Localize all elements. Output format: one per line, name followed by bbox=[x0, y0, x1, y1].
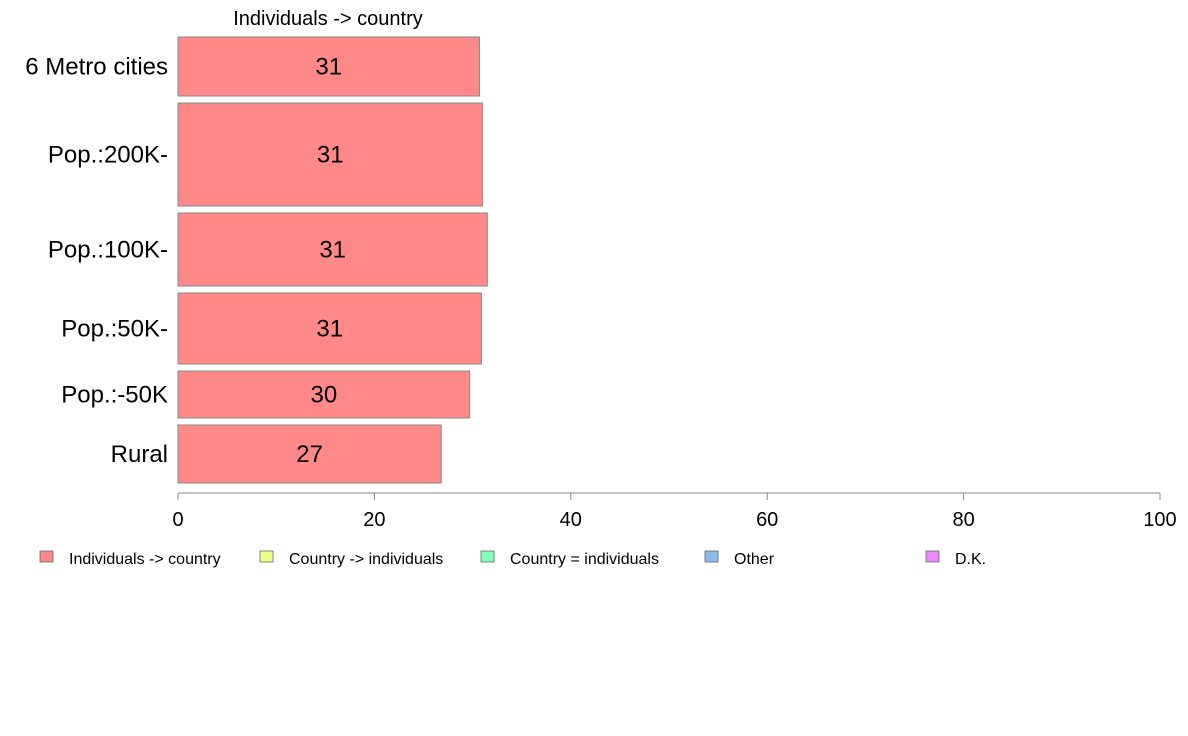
bar bbox=[177, 424, 442, 484]
legend-swatch bbox=[259, 550, 274, 563]
category-label: 6 Metro cities bbox=[25, 54, 168, 81]
value-label: 27 bbox=[296, 441, 323, 468]
legend-label: Country = individuals bbox=[510, 551, 659, 568]
category-label: Rural bbox=[111, 441, 168, 468]
x-axis: 0 20 40 60 80 100 bbox=[172, 492, 1177, 531]
legend-label: Other bbox=[734, 551, 775, 568]
value-label: 31 bbox=[317, 142, 344, 169]
category-label: Pop.:100K- bbox=[48, 237, 168, 264]
legend-label: D.K. bbox=[955, 551, 986, 568]
x-tick-label: 0 bbox=[172, 509, 183, 531]
bar bbox=[177, 36, 480, 97]
x-tick-label: 100 bbox=[1143, 509, 1176, 531]
legend-swatch bbox=[925, 550, 940, 563]
bars-group: 6 Metro cities 31 Pop.:200K- 31 Pop.:100K- 31… bbox=[25, 36, 488, 484]
x-tick-label: 40 bbox=[560, 509, 582, 531]
x-tick-label: 20 bbox=[363, 509, 385, 531]
legend-swatch bbox=[480, 550, 495, 563]
x-tick-label: 60 bbox=[756, 509, 778, 531]
category-label: Pop.:200K- bbox=[48, 142, 168, 169]
legend-label: Individuals -> country bbox=[69, 551, 221, 568]
bar bbox=[177, 102, 483, 207]
series-title: Individuals -> country bbox=[233, 8, 423, 30]
value-label: 31 bbox=[316, 316, 343, 343]
bar bbox=[177, 370, 471, 419]
category-label: Pop.:-50K bbox=[61, 382, 168, 409]
value-label: 31 bbox=[315, 54, 342, 81]
value-label: 31 bbox=[319, 237, 346, 264]
legend-swatch bbox=[39, 550, 54, 563]
category-label: Pop.:50K- bbox=[61, 316, 168, 343]
legend: Individuals -> country Country -> individ… bbox=[39, 550, 986, 568]
bar bbox=[177, 292, 482, 365]
bar bbox=[177, 212, 488, 287]
value-label: 30 bbox=[310, 382, 337, 409]
x-tick-label: 80 bbox=[952, 509, 974, 531]
legend-swatch bbox=[704, 550, 719, 563]
legend-label: Country -> individuals bbox=[289, 551, 443, 568]
